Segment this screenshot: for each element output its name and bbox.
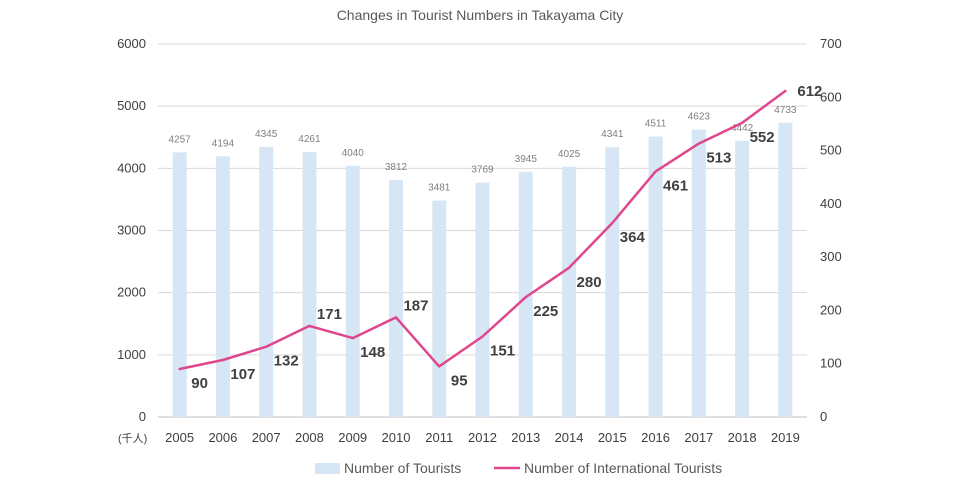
x-axis-tick-label: 2009	[338, 430, 367, 445]
line-data-label: 461	[663, 177, 688, 194]
line-data-label: 148	[360, 344, 385, 361]
bar-tourists	[302, 152, 317, 417]
x-axis-ticks: 2005 2006 2007 2008 2009 2010 2011 2012 2013 2014…	[165, 430, 800, 445]
line-data-label: 280	[577, 274, 602, 291]
line-data-label: 513	[706, 150, 731, 167]
bar-tourists	[518, 171, 533, 417]
bar-data-label: 3945	[515, 154, 538, 165]
x-axis-tick-label: 2018	[728, 430, 757, 445]
x-axis-tick-label: 2005	[165, 430, 194, 445]
line-data-label: 90	[191, 375, 208, 392]
left-axis-tick-label: 2000	[117, 285, 146, 300]
x-axis-tick-label: 2008	[295, 430, 324, 445]
right-axis-tick-label: 0	[820, 409, 827, 424]
bar-data-label: 4733	[774, 105, 797, 116]
right-axis-tick-label: 500	[820, 143, 842, 158]
bar-tourists	[562, 166, 577, 417]
left-axis-tick-label: 3000	[117, 223, 146, 238]
x-axis-tick-label: 2011	[425, 430, 453, 445]
line-data-label: 107	[230, 366, 255, 383]
x-axis-tick-label: 2012	[468, 430, 497, 445]
bar-data-label: 3481	[428, 183, 451, 194]
right-axis-tick-label: 700	[820, 36, 842, 51]
right-axis-tick-label: 400	[820, 196, 842, 211]
x-axis-tick-label: 2015	[598, 430, 627, 445]
line-data-label: 364	[620, 229, 646, 246]
right-axis-tick-label: 200	[820, 302, 842, 317]
bar-tourists	[735, 140, 750, 418]
bar-tourists	[432, 200, 447, 417]
bar-data-label: 3769	[471, 165, 494, 176]
left-axis-tick-label: 1000	[117, 347, 146, 362]
line-data-label: 552	[750, 129, 775, 146]
bar-tourists	[778, 122, 793, 417]
left-axis-tick-label: 0	[139, 409, 146, 424]
bar-data-label: 4341	[601, 129, 624, 140]
bar-data-label: 3812	[385, 162, 408, 173]
line-data-labels: 90 107 132 171 148 187 95 151 225 280 364 461 513 552…	[191, 83, 822, 392]
x-axis-tick-label: 2017	[684, 430, 713, 445]
bar-tourists	[172, 152, 187, 417]
line-data-label: 151	[490, 343, 515, 360]
line-data-label: 171	[317, 306, 342, 323]
bar-tourists	[215, 156, 230, 417]
bar-tourists	[691, 129, 706, 417]
x-axis-tick-label: 2014	[555, 430, 584, 445]
bar-tourists	[388, 180, 403, 417]
x-axis-tick-label: 2007	[252, 430, 281, 445]
chart-title: Changes in Tourist Numbers in Takayama C…	[337, 7, 624, 23]
legend-label-international: Number of International Tourists	[524, 460, 722, 476]
right-axis-ticks: 0 100 200 300 400 500 600 700	[820, 36, 842, 424]
bar-data-label: 4025	[558, 149, 581, 160]
x-axis-tick-label: 2019	[771, 430, 800, 445]
left-axis-tick-label: 4000	[117, 160, 146, 175]
bar-data-label: 4040	[342, 148, 365, 159]
line-data-label: 187	[403, 297, 428, 314]
bar-tourists	[345, 165, 360, 417]
x-axis-tick-label: 2013	[511, 430, 540, 445]
bar-data-label: 4194	[212, 138, 235, 149]
bar-data-label: 4442	[731, 123, 754, 134]
bar-data-labels: 4257 4194 4345 4261 4040 3812 3481 3769 3945 4025…	[169, 105, 797, 194]
x-axis-tick-label: 2006	[208, 430, 237, 445]
bar-tourists	[648, 136, 663, 417]
right-axis-tick-label: 300	[820, 249, 842, 264]
bar-data-label: 4257	[169, 134, 192, 145]
line-data-label: 95	[451, 372, 468, 389]
right-axis-tick-label: 100	[820, 356, 842, 371]
legend-swatch-tourists	[315, 463, 340, 474]
bar-series	[172, 122, 793, 418]
line-data-label: 225	[533, 303, 558, 320]
bar-data-label: 4345	[255, 129, 278, 140]
bar-tourists	[475, 182, 490, 417]
left-axis-tick-label: 6000	[117, 36, 146, 51]
left-axis-tick-label: 5000	[117, 98, 146, 113]
unit-label: (千人)	[118, 432, 147, 445]
international-tourists-line	[178, 89, 787, 371]
line-data-label: 612	[797, 83, 822, 100]
legend: Number of Tourists Number of Internation…	[315, 460, 722, 476]
bar-tourists	[259, 146, 274, 417]
right-axis-tick-label: 600	[820, 89, 842, 104]
bar-tourists	[605, 147, 620, 417]
x-axis-tick-label: 2010	[382, 430, 411, 445]
legend-label-tourists: Number of Tourists	[344, 460, 461, 476]
bar-data-label: 4623	[688, 112, 711, 123]
line-data-label: 132	[274, 353, 299, 370]
x-axis-tick-label: 2016	[641, 430, 670, 445]
left-axis-ticks: 0 1000 2000 3000 4000 5000 6000	[117, 36, 146, 424]
bar-data-label: 4511	[645, 119, 667, 130]
bar-data-label: 4261	[298, 134, 321, 145]
